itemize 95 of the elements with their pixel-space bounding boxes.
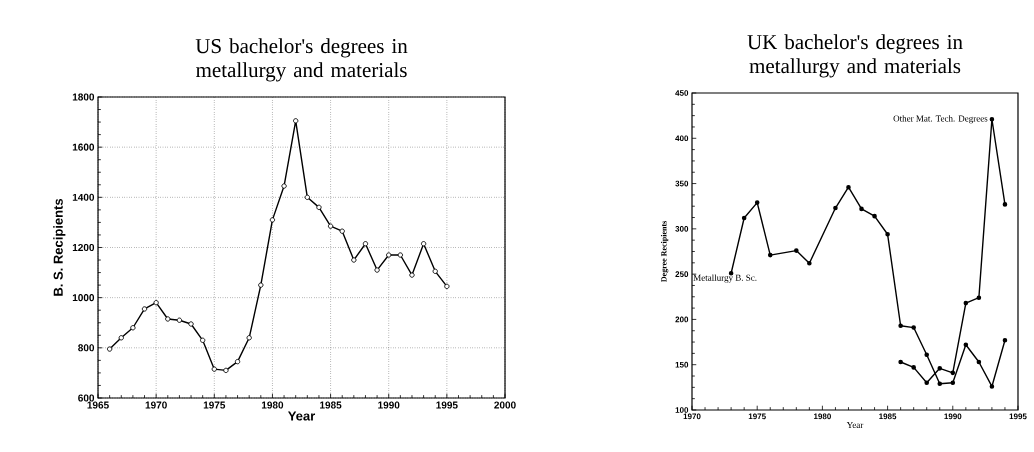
- point: [351, 257, 357, 263]
- chart-title: UK bachelor's degrees in metallurgy and materials: [747, 34, 963, 78]
- y-tick-label: 250: [675, 271, 689, 277]
- point: [409, 272, 415, 278]
- point: [924, 352, 930, 358]
- point: [1002, 202, 1008, 207]
- point: [937, 366, 943, 371]
- y-tick-label: 1800: [72, 93, 95, 101]
- x-tick-label: 1985: [320, 401, 342, 409]
- y-tick-label: 450: [675, 90, 689, 96]
- point: [420, 241, 427, 247]
- point: [807, 260, 812, 266]
- point: [444, 283, 450, 290]
- point: [950, 380, 956, 386]
- point: [293, 118, 299, 124]
- point: [885, 231, 890, 237]
- x-axis-title: Year: [846, 422, 864, 429]
- point: [846, 184, 851, 190]
- legend-label: Metallurgy B. Sc.: [693, 274, 757, 283]
- y-tick-label: 300: [675, 226, 689, 232]
- point: [963, 342, 969, 348]
- y-tick-label: 1200: [72, 243, 95, 252]
- point: [950, 370, 956, 376]
- x-tick-label: 1975: [203, 401, 226, 409]
- point: [989, 384, 995, 389]
- point: [153, 300, 159, 306]
- point: [741, 215, 747, 221]
- x-tick-label: 1970: [145, 401, 167, 409]
- point: [165, 316, 171, 322]
- point: [397, 252, 403, 258]
- y-tick-label: 800: [78, 344, 95, 352]
- x-tick-label: 1980: [814, 413, 831, 420]
- point: [911, 365, 916, 370]
- point: [872, 213, 877, 219]
- point: [141, 306, 148, 312]
- y-tick-label: 1000: [72, 294, 95, 302]
- x-tick-label: 2000: [494, 401, 516, 409]
- point: [898, 359, 903, 365]
- point: [211, 366, 217, 372]
- point: [911, 325, 916, 330]
- x-tick-label: 1995: [1009, 413, 1027, 420]
- y-tick-label: 600: [78, 394, 95, 402]
- point: [118, 335, 124, 341]
- y-tick-label: 100: [675, 407, 689, 413]
- y-tick-label: 350: [675, 180, 689, 187]
- point: [304, 194, 310, 200]
- point: [362, 241, 369, 247]
- point: [1002, 337, 1008, 343]
- point: [130, 325, 136, 331]
- y-axis-title: B. S. Recipients: [53, 198, 66, 296]
- y-tick-label: 400: [675, 135, 689, 142]
- point: [386, 252, 392, 258]
- point: [200, 337, 206, 343]
- x-tick-label: 1990: [944, 413, 962, 420]
- x-tick-label: 1985: [879, 413, 897, 420]
- point: [223, 367, 229, 374]
- y-tick-label: 200: [675, 316, 689, 323]
- point: [898, 323, 903, 329]
- x-tick-label: 1965: [87, 401, 109, 409]
- x-tick-label: 1970: [683, 413, 701, 420]
- x-axis-title: Year: [287, 411, 316, 421]
- point: [754, 200, 760, 205]
- x-tick-label: 1995: [436, 401, 458, 409]
- x-tick-label: 1975: [748, 413, 766, 420]
- x-tick-label: 1980: [261, 401, 284, 409]
- y-axis-title: Degree Recipients: [660, 221, 669, 283]
- point: [794, 248, 799, 253]
- point: [859, 206, 864, 212]
- point: [246, 335, 252, 341]
- point: [976, 359, 982, 365]
- y-tick-label: 1600: [72, 143, 95, 151]
- point: [176, 317, 183, 323]
- point: [833, 205, 838, 211]
- point: [258, 282, 264, 288]
- point: [432, 268, 438, 274]
- point: [924, 380, 930, 386]
- point: [234, 358, 241, 365]
- chart-title: US bachelor's degrees in metallurgy and materials: [195, 38, 408, 82]
- y-tick-label: 150: [675, 361, 689, 368]
- point: [374, 267, 380, 273]
- point: [339, 228, 345, 234]
- point: [316, 204, 322, 211]
- series-label: Other Mat. Tech. Degrees: [893, 115, 988, 124]
- point: [106, 346, 113, 352]
- x-tick-label: 1990: [378, 401, 400, 409]
- y-tick-label: 1400: [72, 193, 95, 201]
- point: [937, 381, 943, 387]
- point: [269, 217, 276, 223]
- point: [767, 252, 773, 258]
- point: [188, 321, 194, 327]
- point: [327, 223, 334, 229]
- point: [976, 295, 982, 300]
- point: [989, 116, 995, 122]
- point: [963, 300, 969, 306]
- point: [281, 183, 287, 189]
